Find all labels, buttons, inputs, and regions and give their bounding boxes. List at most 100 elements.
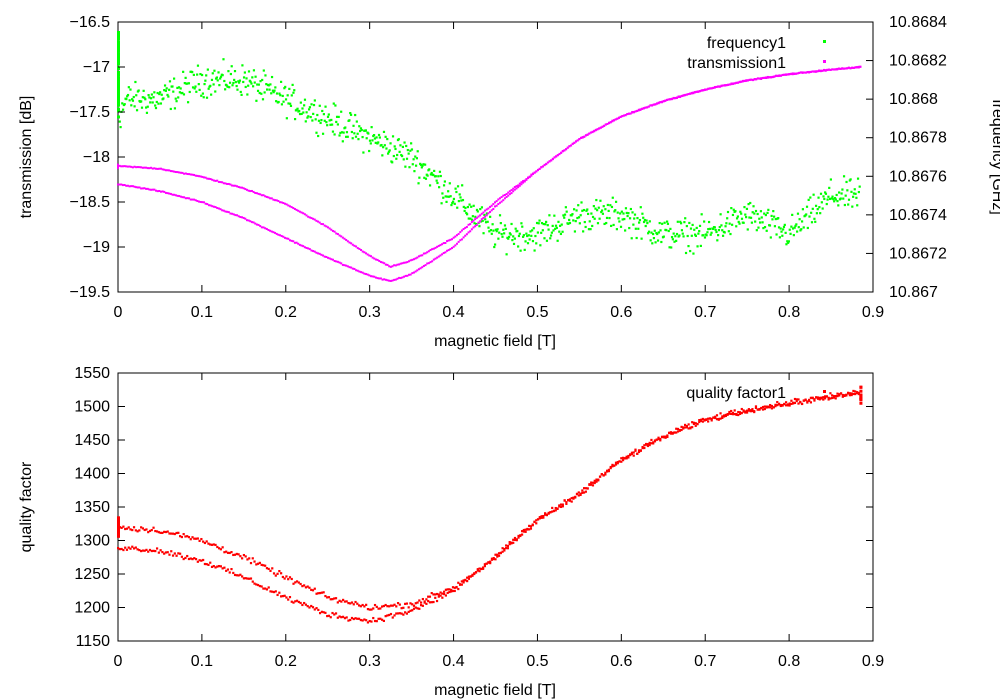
quality-factor1-point bbox=[198, 559, 201, 562]
quality-factor1-point bbox=[347, 601, 350, 605]
transmission1-point bbox=[662, 100, 665, 103]
transmission1-point bbox=[480, 212, 483, 215]
transmission1-point bbox=[446, 249, 449, 252]
quality-factor1-point bbox=[669, 431, 673, 434]
frequency1-point bbox=[591, 215, 595, 219]
frequency1-point bbox=[812, 193, 815, 196]
quality-factor1-point bbox=[391, 616, 394, 619]
frequency1-point bbox=[145, 106, 148, 109]
transmission1-point bbox=[279, 201, 282, 204]
transmission1-point bbox=[551, 157, 554, 160]
transmission1-point bbox=[287, 204, 290, 207]
frequency1-point bbox=[632, 223, 635, 226]
frequency1-point bbox=[224, 88, 227, 91]
quality-factor1-point bbox=[467, 577, 471, 580]
top-x-axis-label: magnetic field [T] bbox=[434, 333, 556, 350]
quality-factor1-point bbox=[726, 413, 729, 416]
transmission1-point bbox=[279, 234, 282, 237]
transmission1-point bbox=[432, 258, 435, 261]
quality-factor1-point bbox=[710, 417, 713, 420]
frequency1-point bbox=[388, 149, 391, 152]
transmission1-point bbox=[338, 234, 341, 237]
quality-factor1-point bbox=[210, 565, 214, 568]
frequency1-point bbox=[397, 138, 400, 141]
transmission1-point bbox=[487, 207, 490, 210]
transmission1-point bbox=[498, 197, 501, 200]
transmission1-point bbox=[771, 76, 774, 79]
transmission1-point bbox=[221, 209, 224, 212]
quality-factor1-point bbox=[400, 612, 403, 615]
frequency1-point bbox=[609, 204, 612, 207]
quality-factor1-point bbox=[639, 449, 642, 452]
frequency1-point bbox=[502, 228, 505, 231]
transmission1-point bbox=[659, 101, 662, 104]
quality-factor1-point bbox=[572, 497, 575, 500]
quality-factor1-point bbox=[464, 578, 467, 581]
quality-factor1-point bbox=[786, 403, 789, 406]
transmission1-point bbox=[236, 185, 239, 188]
transmission1-point bbox=[222, 209, 225, 212]
frequency1-point bbox=[251, 76, 254, 79]
quality-factor1-point bbox=[313, 587, 316, 590]
transmission1-point bbox=[118, 164, 121, 167]
transmission1-point bbox=[656, 102, 659, 105]
transmission1-point bbox=[207, 177, 210, 180]
quality-factor1-point bbox=[313, 608, 316, 611]
frequency1-point bbox=[117, 56, 120, 60]
transmission1-point bbox=[255, 223, 258, 226]
transmission1-point bbox=[527, 177, 530, 180]
frequency1-point bbox=[668, 246, 671, 249]
frequency1-point bbox=[777, 217, 780, 220]
frequency1-point bbox=[743, 206, 746, 209]
frequency1-point bbox=[200, 94, 203, 97]
quality-factor1-point bbox=[577, 494, 580, 497]
transmission1-point bbox=[758, 77, 761, 80]
frequency1-point bbox=[326, 115, 330, 118]
frequency1-point bbox=[514, 227, 517, 230]
frequency1-point bbox=[633, 217, 636, 220]
quality-factor1-point bbox=[620, 457, 623, 460]
quality-factor1-point bbox=[354, 600, 357, 604]
transmission1-point bbox=[274, 231, 277, 234]
transmission1-point bbox=[280, 201, 283, 204]
frequency1-point bbox=[651, 242, 654, 245]
quality-factor1-point bbox=[384, 603, 387, 607]
transmission1-point bbox=[832, 68, 835, 71]
frequency1-point bbox=[336, 123, 339, 126]
quality-factor1-point bbox=[402, 606, 405, 609]
quality-factor1-point bbox=[852, 389, 855, 393]
transmission1-point bbox=[214, 206, 217, 209]
frequency1-point bbox=[572, 208, 576, 211]
frequency1-point bbox=[769, 236, 772, 239]
transmission1-point bbox=[384, 278, 387, 281]
transmission1-point bbox=[298, 210, 301, 213]
frequency1-point bbox=[753, 212, 756, 215]
frequency1-point bbox=[765, 229, 768, 232]
frequency1-point bbox=[522, 234, 525, 237]
transmission1-point bbox=[755, 78, 758, 81]
quality-factor1-point bbox=[825, 395, 828, 398]
frequency1-point bbox=[420, 166, 423, 169]
transmission1-point bbox=[460, 238, 463, 241]
quality-factor1-point bbox=[241, 575, 244, 578]
frequency1-point bbox=[151, 101, 154, 104]
quality-factor1-point bbox=[265, 588, 269, 591]
quality-factor1-point bbox=[203, 541, 207, 545]
frequency1-point bbox=[542, 222, 545, 226]
frequency1-point bbox=[278, 92, 281, 95]
transmission1-point bbox=[700, 89, 703, 92]
bottom-xtick-label: 0.2 bbox=[275, 653, 297, 670]
top-y2tick-label: 10.8672 bbox=[889, 245, 947, 262]
quality-factor1-point bbox=[604, 471, 607, 474]
frequency1-point bbox=[383, 144, 386, 147]
transmission1-point bbox=[353, 244, 356, 247]
quality-factor1-point bbox=[225, 550, 228, 553]
quality-factor1-point bbox=[134, 529, 137, 532]
quality-factor1-point bbox=[505, 547, 508, 550]
frequency1-point bbox=[737, 220, 740, 224]
transmission1-point bbox=[333, 230, 336, 233]
transmission1-point bbox=[383, 278, 386, 281]
quality-factor1-point bbox=[173, 532, 176, 536]
frequency1-point bbox=[186, 101, 190, 104]
transmission1-point bbox=[429, 261, 432, 264]
